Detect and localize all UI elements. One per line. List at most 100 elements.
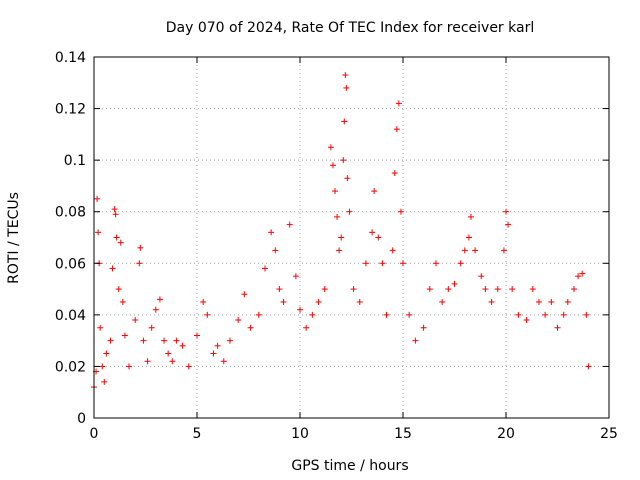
data-point	[94, 195, 101, 202]
data-point	[509, 286, 516, 293]
data-point	[126, 363, 133, 370]
data-point	[379, 260, 386, 267]
data-point	[432, 260, 439, 267]
x-axis-label: GPS time / hours	[291, 458, 408, 474]
data-point	[121, 332, 128, 339]
data-point	[579, 270, 586, 277]
data-point	[505, 221, 512, 228]
y-tick-label: 0.02	[55, 359, 86, 375]
data-point	[113, 234, 120, 241]
y-tick-label: 0.06	[55, 256, 86, 272]
data-point	[268, 229, 275, 236]
data-point	[340, 157, 347, 164]
data-point	[280, 298, 287, 305]
data-point	[286, 221, 293, 228]
data-point	[235, 317, 242, 324]
data-point	[406, 311, 413, 318]
data-point	[395, 100, 402, 107]
data-point	[445, 286, 452, 293]
y-tick-label: 0.12	[55, 102, 86, 118]
data-point	[523, 317, 530, 324]
x-tick-label: 5	[193, 426, 202, 442]
data-point	[391, 170, 398, 177]
data-point	[332, 188, 339, 195]
data-point	[226, 337, 233, 344]
data-point	[101, 378, 108, 385]
data-point	[115, 286, 122, 293]
data-point	[204, 311, 211, 318]
data-point	[482, 286, 489, 293]
data-point	[99, 363, 106, 370]
data-point	[97, 324, 104, 331]
data-point	[272, 247, 279, 254]
data-point	[500, 247, 507, 254]
data-point	[200, 298, 207, 305]
data-point	[583, 311, 590, 318]
data-point	[467, 213, 474, 220]
data-point	[344, 175, 351, 182]
data-point	[535, 298, 542, 305]
data-point	[136, 260, 143, 267]
data-point	[220, 358, 227, 365]
data-point	[350, 286, 357, 293]
y-tick-label: 0	[77, 411, 86, 427]
data-point	[165, 350, 172, 357]
data-point	[342, 72, 349, 79]
data-point	[152, 306, 159, 313]
data-point	[95, 229, 102, 236]
data-point	[214, 342, 221, 349]
data-point	[420, 324, 427, 331]
data-point	[472, 247, 479, 254]
data-point	[371, 188, 378, 195]
data-point	[362, 260, 369, 267]
data-point	[439, 298, 446, 305]
data-point	[341, 118, 348, 125]
data-point	[194, 332, 200, 339]
data-point	[529, 286, 536, 293]
data-point	[109, 265, 116, 272]
data-point	[515, 311, 522, 318]
data-point	[575, 273, 582, 280]
data-point	[292, 273, 299, 280]
data-point	[346, 208, 353, 215]
data-point	[570, 286, 577, 293]
y-tick-label: 0.14	[55, 50, 86, 66]
data-point	[494, 286, 501, 293]
data-point	[144, 358, 151, 365]
x-tick-label: 15	[394, 426, 412, 442]
data-point	[400, 260, 406, 267]
data-point	[107, 337, 114, 344]
data-point	[457, 260, 464, 267]
data-point	[173, 337, 180, 344]
grid-lines	[94, 57, 609, 418]
data-point	[426, 286, 433, 293]
data-point	[389, 247, 396, 254]
data-point	[327, 144, 334, 151]
x-axis-ticks: 0 5 10 15 20 25	[90, 57, 618, 442]
data-point	[369, 229, 376, 236]
data-point	[465, 234, 472, 241]
data-point	[261, 265, 268, 272]
data-point	[343, 84, 350, 91]
data-point	[321, 286, 328, 293]
y-tick-label: 0.08	[55, 205, 86, 221]
data-point	[241, 291, 248, 298]
x-tick-label: 25	[600, 426, 618, 442]
x-tick-label: 0	[90, 426, 99, 442]
data-point	[185, 363, 192, 370]
x-tick-label: 10	[291, 426, 309, 442]
data-point	[179, 342, 186, 349]
data-point	[169, 358, 176, 365]
data-point	[478, 273, 485, 280]
data-point	[564, 298, 571, 305]
y-tick-label: 0.04	[55, 308, 86, 324]
data-point	[276, 286, 283, 293]
data-point	[161, 337, 168, 344]
data-point	[488, 298, 495, 305]
data-point	[548, 298, 555, 305]
y-tick-label: 0.1	[64, 153, 86, 169]
plot-frame	[93, 56, 610, 419]
data-point	[329, 162, 336, 169]
